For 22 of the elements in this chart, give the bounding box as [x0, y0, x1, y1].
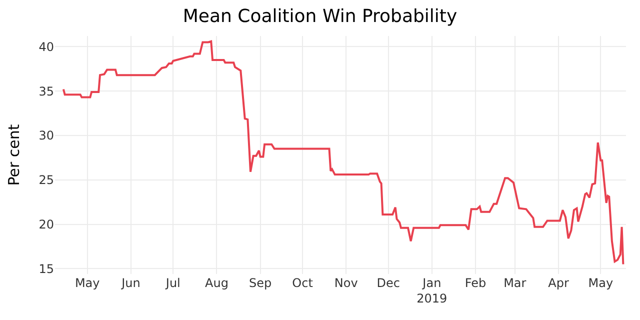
y-tick-label: 25 — [38, 173, 54, 188]
x-tick-label: Aug — [205, 276, 228, 290]
x-tick-label: Jan 2019 — [416, 276, 448, 306]
x-tick-label: Jul — [164, 276, 180, 290]
x-tick-label: Sep — [249, 276, 272, 290]
y-tick-label: 20 — [38, 217, 54, 232]
y-tick-label: 35 — [38, 84, 54, 98]
y-tick-label: 15 — [38, 262, 54, 276]
x-tick-label: Oct — [292, 276, 314, 290]
x-tick-label: May — [588, 276, 614, 290]
x-tick-label: Nov — [334, 276, 358, 290]
y-tick-label: 40 — [38, 40, 54, 54]
line-series — [62, 40, 624, 266]
x-tick-label: Apr — [548, 276, 569, 290]
x-tick-label: Mar — [504, 276, 526, 290]
x-tick-label: Jun — [120, 276, 140, 290]
x-tick-label: May — [74, 276, 100, 290]
x-tick-label: Feb — [464, 276, 486, 290]
x-tick-label: Dec — [376, 276, 400, 290]
chart-title: Mean Coalition Win Probability — [182, 6, 458, 28]
y-axis-title: Per cent — [4, 124, 23, 186]
y-tick-label: 30 — [38, 128, 54, 143]
